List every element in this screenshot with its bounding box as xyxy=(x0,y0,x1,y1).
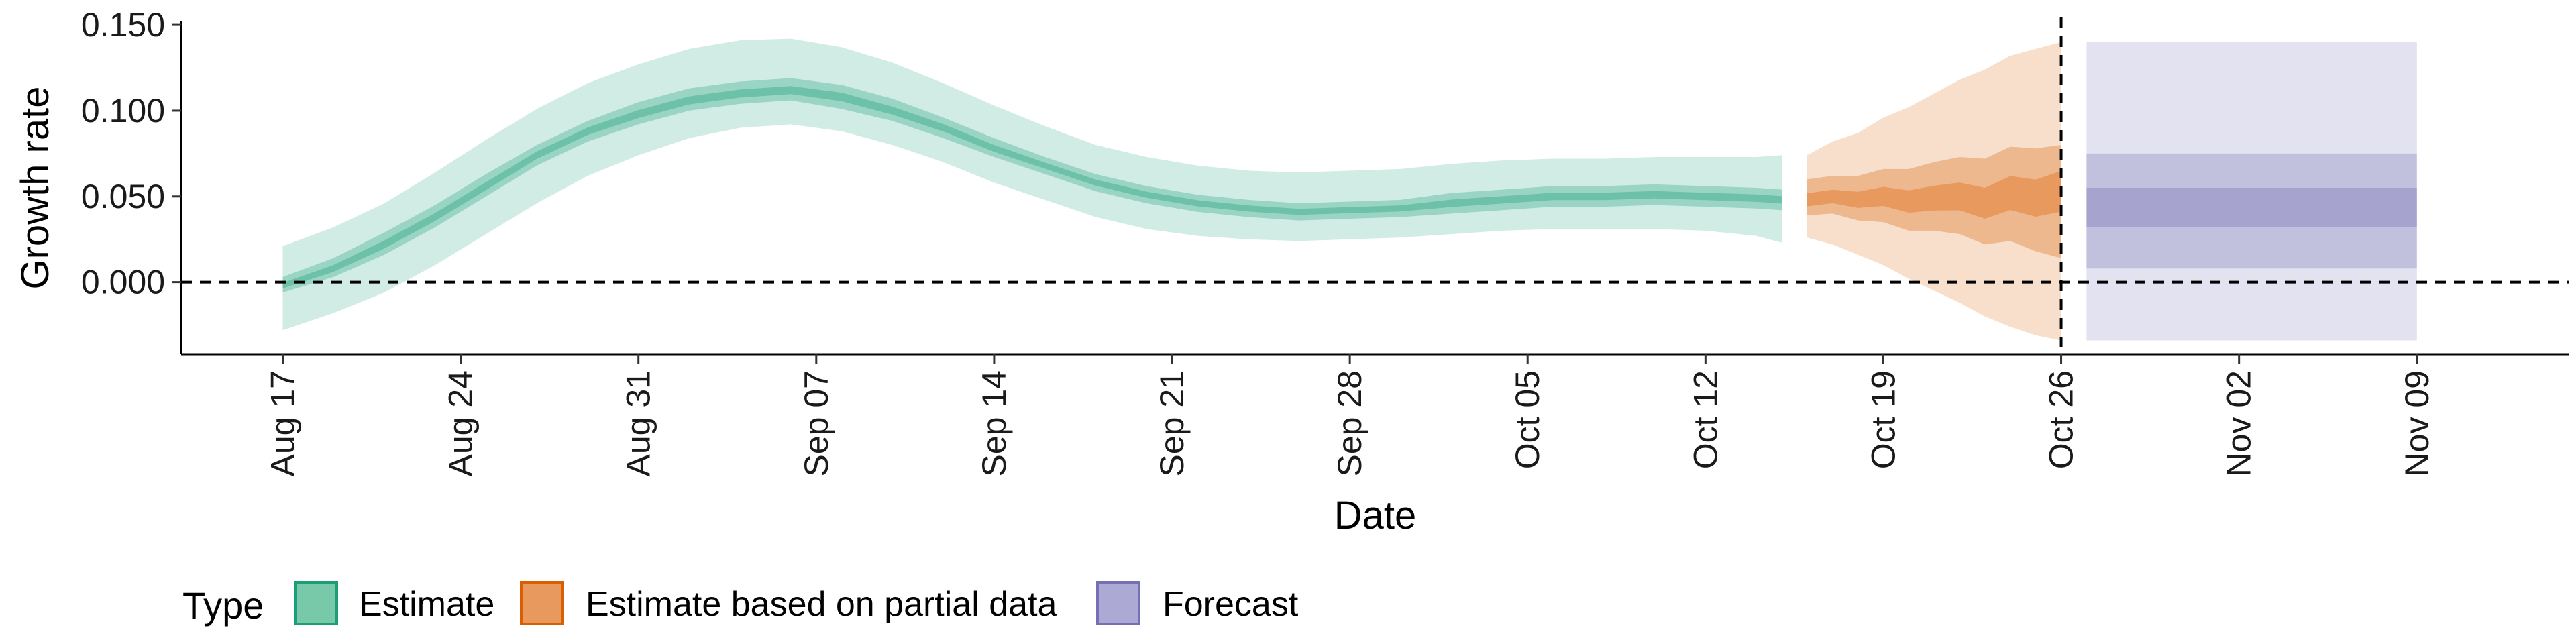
forecast-band-90 xyxy=(2086,42,2417,341)
axes xyxy=(180,21,2569,356)
legend-swatch-partial xyxy=(520,581,564,625)
x-tick-label: Oct 05 xyxy=(1509,370,1546,469)
legend-label-forecast: Forecast xyxy=(1163,585,1299,624)
forecast-band-50 xyxy=(2086,153,2417,269)
legend-title: Type xyxy=(182,584,264,627)
x-tick-label: Oct 12 xyxy=(1686,370,1724,469)
y-axis-title: Growth rate xyxy=(13,87,57,290)
forecast-band-20 xyxy=(2086,188,2417,227)
y-tick-label: 0.100 xyxy=(81,92,165,129)
x-tick-label: Aug 31 xyxy=(620,370,657,476)
legend-swatch-forecast xyxy=(1096,581,1140,625)
legend-swatch-estimate xyxy=(294,581,338,625)
x-tick-label: Nov 09 xyxy=(2398,370,2436,476)
x-ticks: Aug 17 Aug 24 Aug 31 Sep 07 Sep 14 Sep 21 Sep … xyxy=(264,354,2436,476)
y-tick-label: 0.000 xyxy=(81,264,165,301)
x-tick-label: Sep 07 xyxy=(798,370,835,476)
x-tick-label: Nov 02 xyxy=(2220,370,2258,476)
x-axis-title: Date xyxy=(1334,494,1417,537)
legend: Type Estimate Estimate based on partial … xyxy=(182,581,1299,627)
bands-layer xyxy=(282,38,2417,341)
x-tick-label: Sep 14 xyxy=(975,370,1013,476)
x-tick-label: Sep 21 xyxy=(1153,370,1191,476)
legend-label-partial: Estimate based on partial data xyxy=(586,585,1057,624)
reference-lines xyxy=(181,17,2569,354)
series-estimate-based-on-partial-data xyxy=(1807,42,2061,341)
x-tick-label: Aug 24 xyxy=(442,370,480,476)
y-tick-label: 0.050 xyxy=(81,178,165,215)
series-forecast xyxy=(2086,42,2417,341)
estimate-based-on-partial-data-band-50 xyxy=(1807,145,2061,258)
estimate-based-on-partial-data-band-90 xyxy=(1807,42,2061,341)
estimate-based-on-partial-data-band-median xyxy=(1807,170,2061,219)
x-tick-label: Oct 19 xyxy=(1864,370,1902,469)
x-tick-label: Aug 17 xyxy=(264,370,301,476)
legend-label-estimate: Estimate xyxy=(359,585,494,624)
y-ticks: 0.000 0.050 0.100 0.150 xyxy=(81,6,181,301)
y-tick-label: 0.150 xyxy=(81,6,165,44)
estimate-band-90 xyxy=(282,38,1782,331)
x-tick-label: Sep 28 xyxy=(1331,370,1368,476)
x-tick-label: Oct 26 xyxy=(2043,370,2080,469)
series-estimate xyxy=(282,38,1782,331)
